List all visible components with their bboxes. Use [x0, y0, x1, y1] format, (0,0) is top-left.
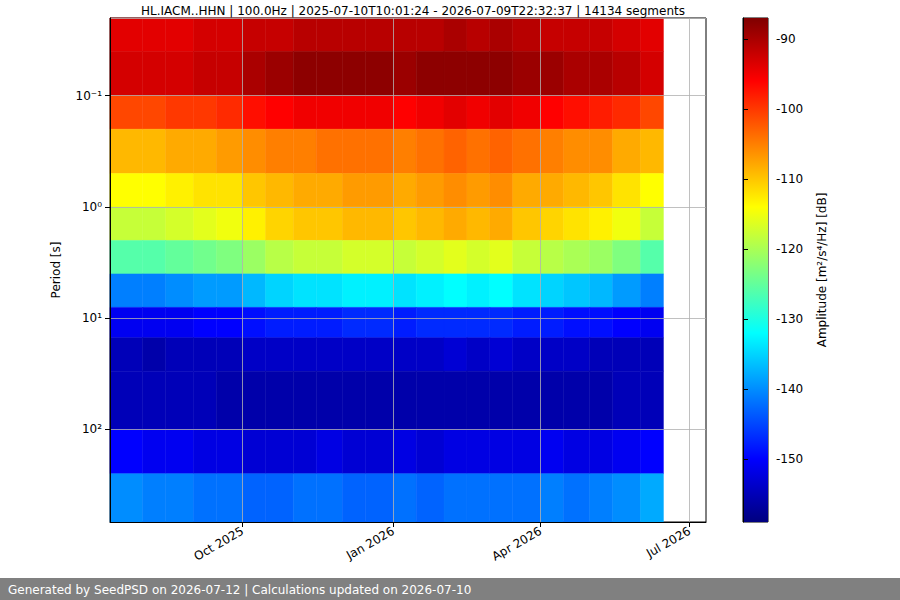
svg-text:-110: -110	[776, 172, 803, 186]
svg-text:10⁰: 10⁰	[82, 200, 102, 214]
svg-text:-150: -150	[776, 452, 803, 466]
svg-text:Jan 2026: Jan 2026	[343, 524, 397, 563]
svg-text:Oct 2025: Oct 2025	[191, 524, 246, 564]
svg-text:10¹: 10¹	[82, 311, 102, 325]
svg-text:Generated by SeedPSD on 2026-0: Generated by SeedPSD on 2026-07-12 | Cal…	[8, 583, 471, 597]
svg-text:Period [s]: Period [s]	[49, 242, 63, 299]
svg-text:10²: 10²	[82, 422, 102, 436]
svg-text:-100: -100	[776, 102, 803, 116]
svg-text:-120: -120	[776, 242, 803, 256]
svg-text:10⁻¹: 10⁻¹	[76, 89, 103, 103]
svg-text:Jul 2026: Jul 2026	[643, 524, 693, 561]
svg-text:Apr 2026: Apr 2026	[489, 524, 544, 564]
svg-text:Amplitude [m²/s⁴/Hz] [dB]: Amplitude [m²/s⁴/Hz] [dB]	[815, 193, 829, 348]
svg-text:-130: -130	[776, 312, 803, 326]
svg-text:-90: -90	[776, 32, 796, 46]
svg-text:HL.IACM..HHN | 100.0Hz | 2025-: HL.IACM..HHN | 100.0Hz | 2025-07-10T10:0…	[141, 4, 685, 18]
svg-text:-140: -140	[776, 382, 803, 396]
